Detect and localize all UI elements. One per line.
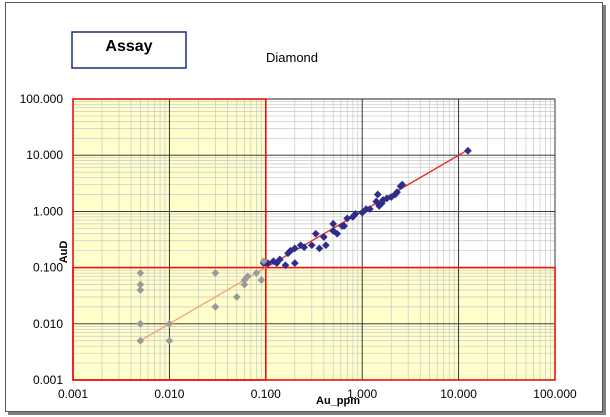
data-point-below [252,269,261,277]
data-point-above [300,243,309,252]
data-point-above [275,255,284,264]
data-point-below [136,286,145,294]
data-point-above [269,257,278,266]
data-point-above [329,226,338,235]
threshold-box-bottom [72,266,556,381]
data-point-below [165,319,174,328]
data-point-above [281,261,290,270]
x-tick-label: 1.000 [347,387,377,401]
x-tick-label: 0.001 [58,387,88,401]
y-tick-label: 0.001 [33,373,63,387]
legend-box [71,31,187,69]
x-tick-label: 0.010 [154,387,184,401]
data-point-above [375,202,384,210]
data-point-below [243,272,252,281]
ticks-layer: 0.001 0.010 0.100 1.000 10.000 100.000 0.001 0.… [20,92,577,401]
data-point-above [333,229,342,238]
x-tick-label: 100.000 [533,387,577,401]
chart-title: Diamond [266,50,318,65]
data-point-above [296,241,305,250]
y-tick-label: 1.000 [33,204,63,218]
y-tick-label: 100.000 [20,92,64,106]
data-point-above [365,205,374,214]
points-layer [136,146,472,345]
data-point-below [240,280,249,289]
data-point-below [211,302,220,311]
y-tick-label: 0.100 [33,261,63,275]
data-point-above [315,244,324,253]
y-axis-label: AuD [58,241,70,264]
x-tick-label: 0.100 [251,387,281,401]
data-point-above [393,188,402,197]
y-tick-label: 0.010 [33,317,63,331]
grid-layer [72,98,556,381]
data-point-below [232,293,241,301]
data-point-above [373,190,382,199]
data-point-above [463,146,472,155]
data-point-above [311,229,320,238]
data-point-below [211,269,220,277]
legend-label: Assay [105,38,152,55]
data-point-below [259,257,268,266]
data-point-below [257,276,266,285]
data-point-above [307,241,316,250]
data-point-below [136,269,145,277]
data-point-above [398,180,407,189]
data-point-above [358,208,367,217]
threshold-layer [72,98,556,381]
data-point-above [321,241,330,250]
y-tick-label: 10.000 [26,148,63,162]
data-point-above [290,259,299,268]
data-point-above [286,246,295,255]
data-point-below [136,336,145,345]
data-point-above [319,233,328,241]
data-point-below [136,319,145,328]
data-point-above [340,222,349,230]
x-axis-label: Au_ppm [316,395,360,407]
data-point-below [165,336,174,345]
x-tick-label: 10.000 [440,387,477,401]
data-point-above [351,210,360,218]
data-point-above [290,244,299,253]
